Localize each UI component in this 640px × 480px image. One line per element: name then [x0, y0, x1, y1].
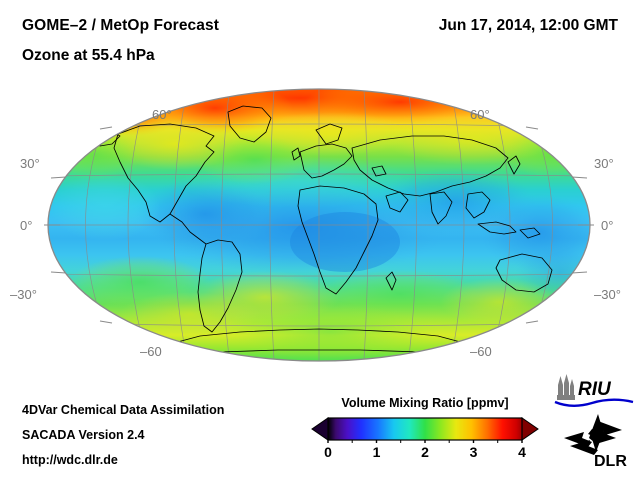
- colorbar-tick-labels: 0 1 2 3 4: [310, 444, 540, 464]
- page-title: GOME–2 / MetOp Forecast: [22, 17, 219, 34]
- colorbar-tick-4: 4: [518, 444, 526, 460]
- colorbar-scale: [311, 417, 539, 443]
- lat-ticks: [44, 126, 594, 324]
- colorbar-ticks: [327, 440, 523, 443]
- mollweide-map-svg: [44, 88, 594, 362]
- dlr-logo-text: DLR: [594, 453, 627, 470]
- forecast-datetime: Jun 17, 2014, 12:00 GMT: [438, 17, 618, 34]
- colorbar-tick-2: 2: [421, 444, 429, 460]
- lat-label-left-0: 0°: [20, 218, 33, 233]
- lat-label-right-0: 0°: [601, 218, 614, 233]
- colorbar-right-cap: [521, 417, 539, 441]
- lat-label-left-m60: –60: [140, 344, 162, 359]
- colorbar-gradient: [327, 417, 523, 441]
- footer-line-url: http://wdc.dlr.de: [22, 453, 118, 467]
- lat-label-right-m60: –60: [470, 344, 492, 359]
- riu-spires-icon: [557, 374, 575, 400]
- world-map: 60° 60° 30° 30° 0° 0° –30° –30° –60 –60: [0, 82, 640, 377]
- colorbar-title: Volume Mixing Ratio [ppmv]: [341, 396, 509, 410]
- lat-label-left-m30: –30°: [10, 287, 37, 302]
- footer-line-method: 4DVar Chemical Data Assimilation: [22, 403, 225, 417]
- colorbar-tick-1: 1: [372, 444, 381, 460]
- dlr-pinwheel-icon: [564, 414, 622, 455]
- riu-wave-icon: [554, 398, 634, 407]
- lat-label-left-60: 60°: [152, 107, 172, 122]
- footer-line-version: SACADA Version 2.4: [22, 428, 145, 442]
- lat-label-right-60: 60°: [470, 107, 490, 122]
- riu-logo-text: RIU: [578, 379, 612, 400]
- dlr-logo: DLR: [564, 414, 627, 470]
- colorbar: Volume Mixing Ratio [ppmv]: [310, 396, 540, 474]
- colorbar-tick-0: 0: [324, 444, 332, 460]
- page-subtitle: Ozone at 55.4 hPa: [22, 47, 155, 64]
- colorbar-minor-ticks: [351, 440, 499, 443]
- lat-label-left-30: 30°: [20, 156, 40, 171]
- colorbar-left-cap: [311, 417, 329, 441]
- riu-logo: RIU: [554, 374, 634, 407]
- lat-label-right-m30: –30°: [594, 287, 621, 302]
- colorbar-tick-3: 3: [469, 444, 478, 460]
- lat-label-right-30: 30°: [594, 156, 614, 171]
